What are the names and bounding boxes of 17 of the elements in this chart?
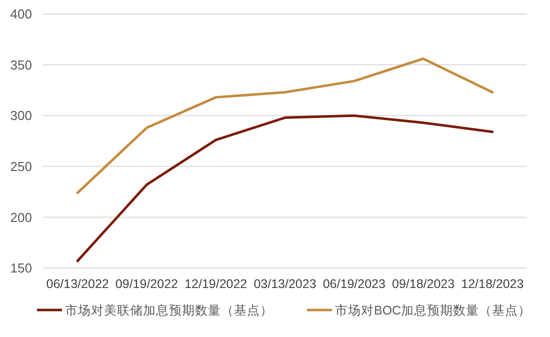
y-tick-label: 400 — [10, 6, 32, 22]
y-tick-label: 200 — [10, 210, 32, 225]
x-tick-label: 03/13/2023 — [254, 277, 316, 291]
y-tick-label: 300 — [10, 108, 32, 124]
legend-label: 市场对美联储加息预期数量（基点） — [65, 302, 273, 318]
x-tick-label: 12/19/2022 — [184, 277, 248, 291]
x-tick-label: 12/18/2023 — [461, 277, 524, 291]
x-tick-label: 06/19/2023 — [322, 277, 386, 291]
y-tick-label: 350 — [10, 57, 32, 72]
legend-label: 市场对BOC加息预期数量（基点） — [335, 303, 532, 318]
y-tick-label: 250 — [10, 158, 32, 174]
y-tick-label: 150 — [10, 260, 32, 276]
line-series — [76, 114, 494, 262]
line-series — [76, 57, 494, 194]
x-tick-label: 09/18/2023 — [392, 277, 455, 291]
x-tick-label: 09/19/2022 — [115, 277, 178, 291]
x-tick-label: 06/13/2022 — [46, 277, 109, 291]
